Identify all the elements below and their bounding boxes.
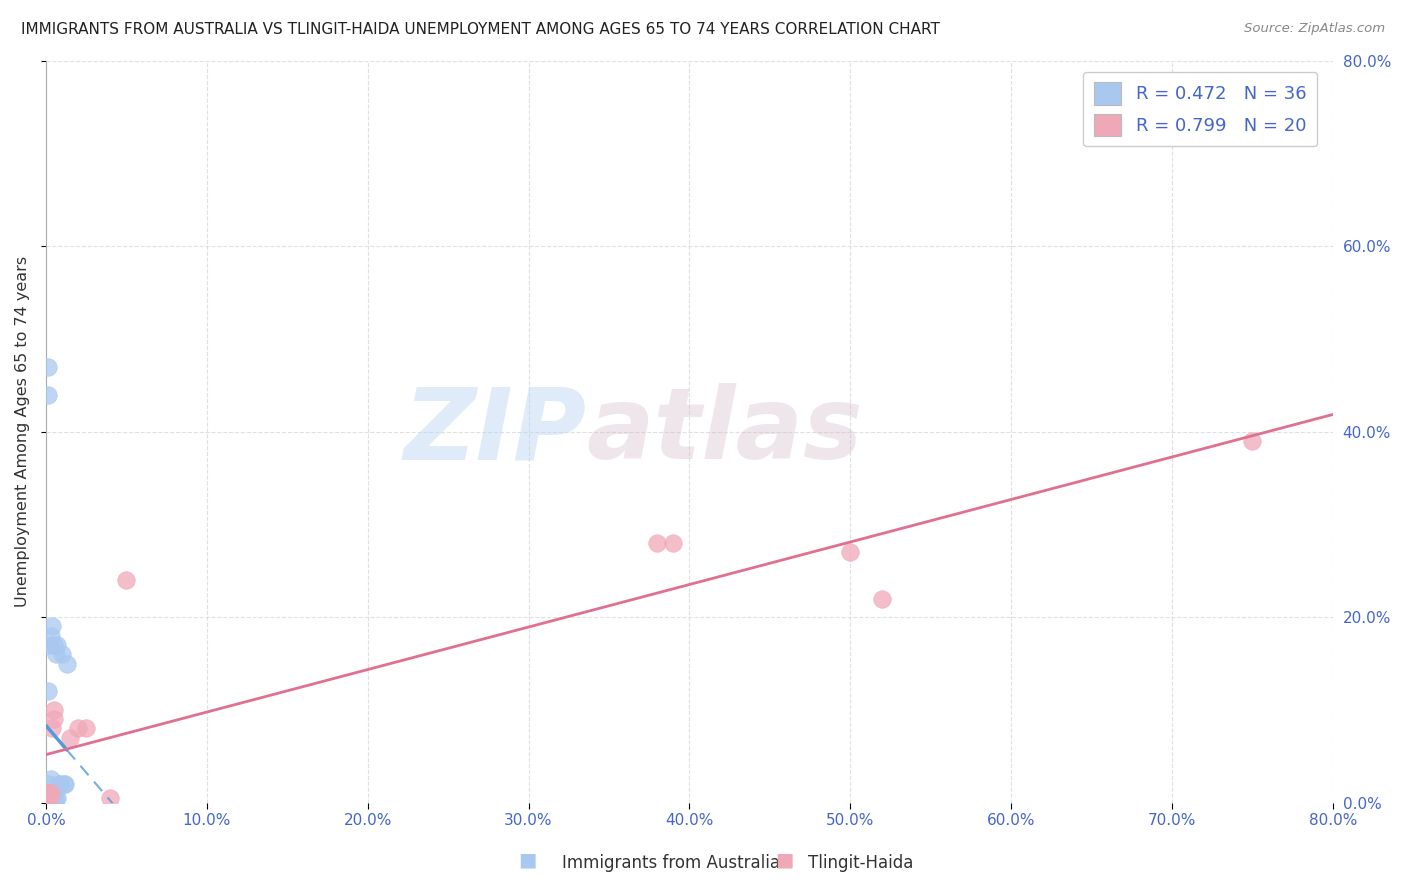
Point — [75, 722, 97, 736]
Point — [56, 657, 79, 671]
Text: Tlingit-Haida: Tlingit-Haida — [808, 855, 914, 872]
Point — [645, 536, 668, 550]
Point — [42, 638, 65, 652]
Point — [45, 647, 67, 661]
Point — [53, 777, 76, 791]
Point — [37, 790, 59, 805]
Point — [46, 638, 69, 652]
Point — [37, 793, 59, 807]
Point — [48, 777, 70, 791]
Point — [37, 388, 59, 402]
Text: ■: ■ — [517, 851, 537, 870]
Point — [45, 790, 67, 805]
Point — [42, 703, 65, 717]
Point — [39, 786, 62, 800]
Point — [37, 790, 59, 805]
Y-axis label: Unemployment Among Ages 65 to 74 years: Unemployment Among Ages 65 to 74 years — [15, 256, 30, 607]
Point — [662, 536, 685, 550]
Point — [37, 788, 59, 802]
Point — [38, 786, 60, 800]
Point — [42, 712, 65, 726]
Point — [37, 684, 59, 698]
Text: ■: ■ — [775, 851, 794, 870]
Point — [42, 786, 65, 800]
Point — [41, 722, 63, 736]
Point — [872, 591, 894, 606]
Point — [39, 793, 62, 807]
Text: Immigrants from Australia: Immigrants from Australia — [562, 855, 780, 872]
Text: ZIP: ZIP — [404, 384, 586, 480]
Point — [52, 777, 75, 791]
Point — [37, 793, 59, 807]
Text: Source: ZipAtlas.com: Source: ZipAtlas.com — [1244, 22, 1385, 36]
Text: IMMIGRANTS FROM AUSTRALIA VS TLINGIT-HAIDA UNEMPLOYMENT AMONG AGES 65 TO 74 YEAR: IMMIGRANTS FROM AUSTRALIA VS TLINGIT-HAI… — [21, 22, 941, 37]
Point — [46, 790, 69, 805]
Point — [38, 790, 60, 805]
Point — [839, 545, 862, 559]
Point — [39, 629, 62, 643]
Point — [115, 573, 138, 587]
Point — [42, 793, 65, 807]
Point — [39, 788, 62, 802]
Point — [67, 722, 90, 736]
Point — [38, 786, 60, 800]
Point — [38, 793, 60, 807]
Point — [39, 772, 62, 787]
Text: atlas: atlas — [586, 384, 863, 480]
Point — [39, 792, 62, 806]
Point — [38, 777, 60, 791]
Point — [51, 647, 73, 661]
Point — [41, 619, 63, 633]
Point — [1241, 434, 1264, 449]
Point — [38, 790, 60, 805]
Point — [98, 790, 121, 805]
Point — [38, 638, 60, 652]
Point — [38, 793, 60, 807]
Point — [41, 793, 63, 807]
Point — [37, 794, 59, 808]
Point — [49, 777, 72, 791]
Point — [37, 786, 59, 800]
Legend: R = 0.472   N = 36, R = 0.799   N = 20: R = 0.472 N = 36, R = 0.799 N = 20 — [1084, 71, 1317, 146]
Point — [59, 731, 82, 745]
Point — [37, 359, 59, 374]
Point — [41, 790, 63, 805]
Point — [37, 786, 59, 800]
